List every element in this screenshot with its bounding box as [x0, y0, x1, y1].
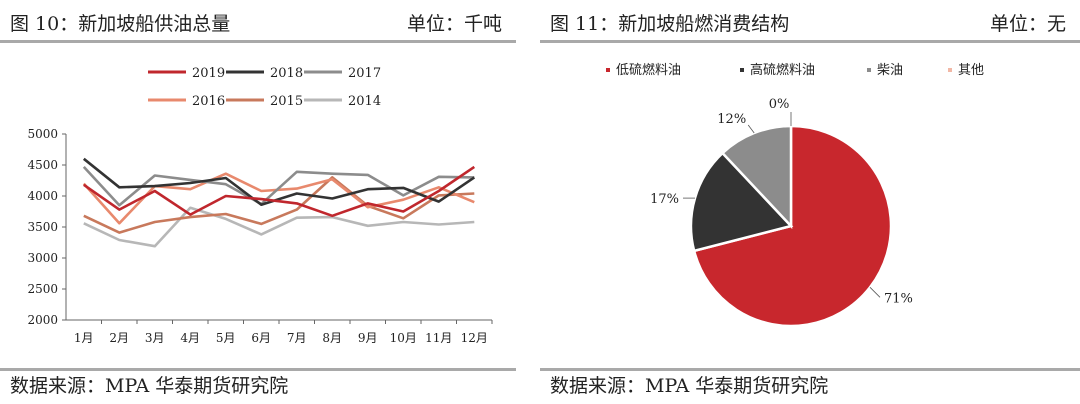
legend-label-高硫燃料油: 高硫燃料油 — [750, 62, 815, 78]
pie-label-柴油: 12% — [717, 112, 746, 127]
x-tick-label: 11月 — [425, 331, 452, 345]
legend-swatch-高硫燃料油 — [740, 68, 744, 72]
legend-swatch-其他 — [948, 68, 952, 72]
right-source-note: 数据来源：MPA 华泰期货研究院 — [550, 375, 829, 397]
y-tick-label: 5000 — [27, 127, 58, 141]
pie-label-高硫燃料油: 17% — [650, 192, 679, 207]
y-tick-label: 3000 — [27, 251, 58, 265]
x-tick-label: 12月 — [461, 331, 488, 345]
right-figure-unit: 单位：无 — [989, 13, 1066, 35]
legend-swatch-低硫燃料油 — [606, 68, 610, 72]
y-tick-label: 3500 — [27, 220, 58, 234]
right-footer-divider — [540, 368, 1080, 371]
x-tick-label: 2月 — [109, 331, 129, 345]
pie-chart-legend: 低硫燃料油 高硫燃料油 柴油 其他 — [606, 62, 984, 78]
left-figure-header: 图 10：新加坡船供油总量 单位：千吨 — [10, 8, 502, 40]
x-tick-label: 6月 — [251, 331, 271, 345]
legend-label-低硫燃料油: 低硫燃料油 — [616, 62, 681, 78]
x-tick-label: 10月 — [390, 331, 417, 345]
series-line-2019 — [83, 165, 476, 218]
legend-label-2016: 2016 — [192, 94, 225, 109]
pie-leader-柴油 — [747, 124, 755, 134]
x-tick-label: 9月 — [358, 331, 378, 345]
pie-chart-slices — [689, 124, 893, 328]
right-figure-header: 图 11：新加坡船燃消费结构 单位：无 — [550, 8, 1066, 40]
x-tick-label: 5月 — [216, 331, 236, 345]
pie-slice-柴油 — [720, 124, 793, 230]
left-source-note: 数据来源：MPA 华泰期货研究院 — [10, 375, 289, 397]
x-tick-label: 1月 — [74, 331, 94, 345]
right-header-divider — [540, 40, 1080, 43]
legend-label-其他: 其他 — [958, 63, 984, 78]
line-chart-axes: 2000 2500 3000 3500 4000 4500 5000 1月 2月 3月 4月 5月 6月… — [27, 127, 493, 345]
legend-label-2018: 2018 — [270, 66, 303, 81]
series-line-2018 — [82, 157, 476, 206]
legend-label-2015: 2015 — [270, 94, 303, 109]
line-chart-legend: 2019 2018 2017 2016 2015 2014 — [148, 66, 381, 109]
pie-chart: 低硫燃料油 高硫燃料油 柴油 其他 71% 17% 12% 0% — [606, 62, 984, 328]
legend-label-柴油: 柴油 — [877, 63, 903, 78]
pie-label-其他: 0% — [769, 97, 790, 112]
y-tick-label: 4500 — [27, 158, 58, 172]
left-figure-unit: 单位：千吨 — [406, 13, 502, 35]
series-line-2014 — [83, 206, 475, 248]
y-tick-label: 2500 — [27, 282, 58, 296]
y-tick-label: 4000 — [27, 189, 58, 203]
left-figure-panel: 图 10：新加坡船供油总量 单位：千吨 2019 2018 2017 2016 2015… — [0, 0, 516, 404]
line-chart: 2019 2018 2017 2016 2015 2014 2000 2500 3000 350… — [27, 66, 493, 345]
pie-slice-高硫燃料油 — [689, 151, 794, 253]
series-line-2016 — [82, 172, 475, 225]
x-tick-label: 4月 — [180, 331, 200, 345]
legend-label-2019: 2019 — [192, 66, 225, 81]
legend-label-2017: 2017 — [348, 66, 381, 81]
line-chart-series — [82, 157, 476, 248]
right-figure-panel: 图 11：新加坡船燃消费结构 单位：无 低硫燃料油 高硫燃料油 柴油 其他 71% 17… — [540, 0, 1080, 404]
pie-label-低硫燃料油: 71% — [884, 291, 913, 306]
pie-leader-低硫燃料油 — [869, 287, 881, 298]
x-tick-label: 7月 — [287, 331, 307, 345]
legend-swatch-柴油 — [867, 68, 871, 72]
y-tick-label: 2000 — [27, 313, 58, 327]
series-line-2015 — [83, 176, 475, 234]
series-line-2017 — [82, 166, 475, 207]
left-header-divider — [0, 40, 516, 43]
x-tick-label: 8月 — [322, 331, 342, 345]
left-footer-divider — [0, 368, 516, 371]
x-tick-label: 3月 — [145, 331, 165, 345]
left-figure-title: 图 10：新加坡船供油总量 — [10, 13, 231, 35]
legend-label-2014: 2014 — [348, 94, 381, 109]
right-figure-title: 图 11：新加坡船燃消费结构 — [550, 13, 790, 35]
pie-chart-labels: 71% 17% 12% 0% — [650, 97, 913, 306]
